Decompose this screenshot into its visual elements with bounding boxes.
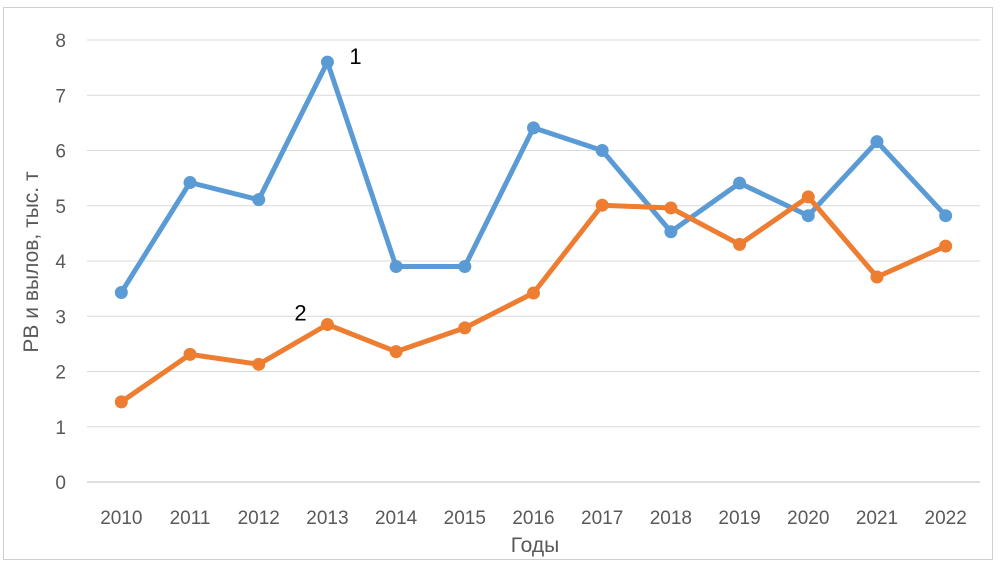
x-tick-label: 2016 xyxy=(512,508,554,529)
series-2-point xyxy=(733,237,747,251)
x-tick-label: 2020 xyxy=(787,508,829,529)
y-axis-label: РВ и вылов, тыс. т xyxy=(20,171,43,353)
series-1-point xyxy=(114,285,128,299)
series-1-point xyxy=(458,260,472,274)
y-tick-label: 4 xyxy=(55,252,66,273)
series-1-point xyxy=(320,55,334,69)
series-1-point xyxy=(595,144,609,157)
y-tick-label: 3 xyxy=(55,307,66,328)
x-tick-label: 2018 xyxy=(650,508,692,529)
series-label-1: 1 xyxy=(349,44,361,69)
gridlines xyxy=(87,39,980,483)
y-tick-label: 0 xyxy=(55,473,66,494)
y-axis-ticks: 0 1 2 3 4 5 6 7 8 xyxy=(55,31,66,494)
series-1-point xyxy=(389,260,403,274)
series-2-point xyxy=(389,345,403,359)
series-2-point xyxy=(252,357,266,371)
series-2-point xyxy=(458,321,472,335)
series-1-point xyxy=(801,209,815,223)
y-tick-label: 6 xyxy=(55,142,66,163)
series-2-point xyxy=(939,239,953,253)
series-lines xyxy=(118,59,949,405)
series-2-point xyxy=(183,347,197,361)
series-1-point xyxy=(733,176,747,190)
x-tick-label: 2021 xyxy=(856,508,898,529)
series-2-point xyxy=(870,270,884,284)
x-tick-label: 2022 xyxy=(925,508,967,529)
series-2-point xyxy=(801,190,815,204)
x-tick-label: 2012 xyxy=(238,508,280,529)
y-tick-label: 2 xyxy=(55,363,66,384)
series-2-point xyxy=(664,201,678,215)
series-2-point xyxy=(527,286,540,300)
series-1-point xyxy=(252,193,266,207)
series-1-point xyxy=(939,209,953,223)
x-axis-label: Годы xyxy=(511,534,560,557)
series-points xyxy=(114,55,953,409)
y-tick-label: 7 xyxy=(55,86,66,107)
x-tick-label: 2014 xyxy=(375,508,418,529)
series-2-point xyxy=(595,198,609,212)
x-tick-label: 2019 xyxy=(718,508,760,529)
x-axis-ticks: 2010 2011 2012 2013 2014 2015 2016 2017 2018 2019… xyxy=(100,508,967,529)
x-tick-label: 2017 xyxy=(581,508,623,529)
series-1-point xyxy=(527,121,540,135)
series-2-point xyxy=(320,318,334,332)
series-label-2: 2 xyxy=(294,301,306,326)
series-2-point xyxy=(114,395,128,409)
y-tick-label: 1 xyxy=(55,418,66,439)
chart-frame xyxy=(3,7,993,560)
x-tick-label: 2010 xyxy=(100,508,142,529)
y-tick-label: 5 xyxy=(55,197,66,218)
x-tick-label: 2011 xyxy=(170,508,211,529)
series-labels: 12 xyxy=(294,44,361,325)
series-1-point xyxy=(664,225,678,239)
series-1-point xyxy=(870,135,884,149)
y-tick-label: 8 xyxy=(55,31,66,52)
x-tick-label: 2015 xyxy=(444,508,486,529)
series-1-line xyxy=(118,59,949,295)
x-tick-label: 2013 xyxy=(306,508,348,529)
series-1-point xyxy=(183,176,197,190)
